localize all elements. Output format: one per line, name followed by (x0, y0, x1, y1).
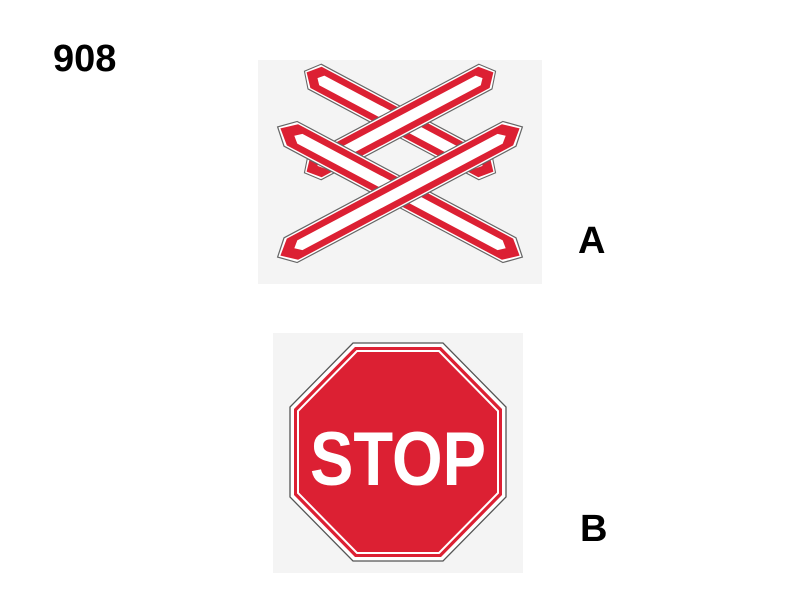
stop-sign-rim (297, 350, 499, 554)
stop-sign-octagon (294, 347, 502, 557)
stop-sign-text: STOP (310, 417, 486, 502)
option-b-label: B (580, 508, 608, 550)
stop-sign[interactable]: STOP (273, 333, 523, 573)
option-a-label: A (578, 220, 606, 262)
railway-crossing-sign[interactable] (258, 60, 542, 284)
question-number: 908 (53, 38, 117, 80)
